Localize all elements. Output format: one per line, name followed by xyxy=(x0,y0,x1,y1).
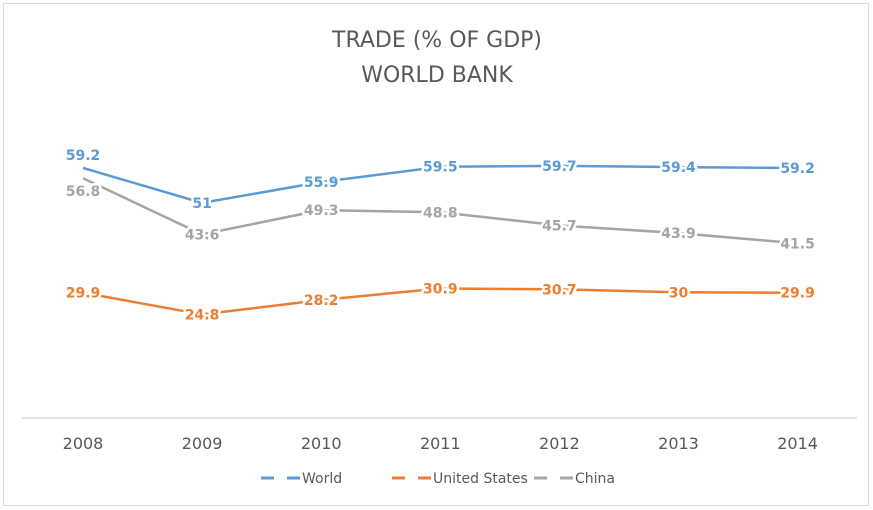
legend-item: China xyxy=(534,471,615,487)
legend-label: United States xyxy=(433,471,528,487)
data-label: 59.5 xyxy=(423,160,458,176)
data-label: 49.3 xyxy=(304,203,339,219)
legend-item: United States xyxy=(392,471,528,487)
data-label: 30 xyxy=(669,285,689,301)
data-label: 56.8 xyxy=(66,184,101,200)
data-label: 43.6 xyxy=(185,227,220,243)
x-tick-label: 2008 xyxy=(63,434,104,453)
chart-frame xyxy=(3,3,869,506)
legend-item: World xyxy=(261,471,342,487)
x-tick-label: 2013 xyxy=(658,434,699,453)
data-label: 48.8 xyxy=(423,205,458,221)
data-label: 59.2 xyxy=(780,161,815,177)
x-tick-label: 2011 xyxy=(420,434,461,453)
chart-title: TRADE (% OF GDP) xyxy=(331,28,542,53)
data-label: 55.9 xyxy=(304,175,339,191)
data-label: 30.7 xyxy=(542,282,577,298)
legend-label: China xyxy=(575,471,615,487)
data-label: 51 xyxy=(192,196,211,212)
data-label: 28.2 xyxy=(304,293,339,309)
data-label: 24.8 xyxy=(185,307,220,323)
data-label: 59.2 xyxy=(66,148,101,164)
x-tick-label: 2010 xyxy=(301,434,342,453)
data-label: 41.5 xyxy=(780,236,815,252)
data-label: 29.9 xyxy=(780,286,815,302)
data-label: 59.7 xyxy=(542,159,577,175)
x-tick-label: 2012 xyxy=(539,434,580,453)
x-tick-label: 2014 xyxy=(777,434,818,453)
chart-subtitle: WORLD BANK xyxy=(361,63,513,88)
data-label: 59.4 xyxy=(661,160,696,176)
data-label: 45.7 xyxy=(542,218,577,234)
data-label: 30.9 xyxy=(423,281,458,297)
x-tick-label: 2009 xyxy=(182,434,223,453)
legend-label: World xyxy=(302,471,342,487)
data-label: 29.9 xyxy=(66,286,101,302)
data-label: 43.9 xyxy=(661,226,696,242)
